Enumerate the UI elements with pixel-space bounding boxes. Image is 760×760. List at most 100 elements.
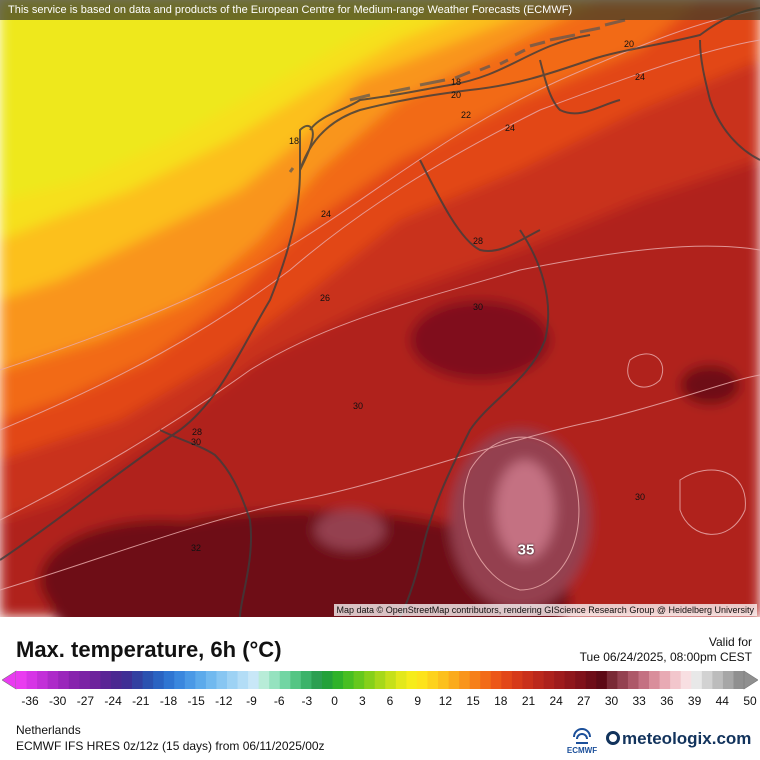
scale-cell <box>448 671 460 689</box>
isotherm-label: 26 <box>319 293 331 303</box>
map-canvas <box>0 0 760 617</box>
brand-text: meteologix.com <box>622 729 752 748</box>
color-scale-ticks: -36 -30 -27 -24 -21 -18 -15 -12 -9 -6 -3 0 3 6 9 12 15 18… <box>0 694 760 710</box>
scale-cell <box>406 671 418 689</box>
scale-cell <box>638 671 650 689</box>
scale-tick-label: -30 <box>49 694 67 708</box>
scale-cell <box>153 671 165 689</box>
scale-cell <box>617 671 629 689</box>
scale-cell <box>58 671 70 689</box>
scale-tick-label: 39 <box>687 694 702 708</box>
scale-cell <box>364 671 376 689</box>
scale-cell <box>227 671 238 689</box>
scale-cell <box>248 671 260 689</box>
scale-cell <box>16 671 27 689</box>
isotherm-lines <box>0 9 760 591</box>
scale-tick-label: 12 <box>438 694 453 708</box>
scale-cell <box>258 671 270 689</box>
scale-cell <box>606 671 618 689</box>
scale-tick-label: 6 <box>386 694 394 708</box>
scale-cell <box>564 671 576 689</box>
scale-tick-label: 50 <box>743 694 757 708</box>
scale-cell <box>132 671 144 689</box>
scale-tick-label: 9 <box>414 694 422 708</box>
color-scale-bar <box>2 670 758 690</box>
scale-cell <box>416 671 428 689</box>
scale-cell <box>385 671 397 689</box>
scale-cell <box>300 671 312 689</box>
scale-cell <box>47 671 59 689</box>
isotherm-label: 28 <box>472 236 484 246</box>
scale-tick-label: 27 <box>577 694 591 708</box>
scale-tick-label: 0 <box>331 694 338 708</box>
scale-cell <box>121 671 133 689</box>
scale-cell <box>596 671 608 689</box>
temperature-map[interactable]: This service is based on data and produc… <box>0 0 760 617</box>
islands <box>288 18 626 173</box>
isotherm-label: 20 <box>623 39 635 49</box>
scale-cell <box>427 671 439 689</box>
scale-cell <box>459 671 471 689</box>
scale-tick-label: -15 <box>187 694 205 708</box>
meteologix-icon <box>606 731 620 745</box>
scale-cell <box>543 671 555 689</box>
scale-tick-label: 33 <box>632 694 646 708</box>
scale-cell <box>554 671 566 689</box>
scale-cell <box>174 671 186 689</box>
scale-tick-label: -21 <box>132 694 150 708</box>
scale-cell <box>680 671 692 689</box>
scale-tick-label: 15 <box>466 694 480 708</box>
page-title: Max. temperature, 6h (°C) <box>16 637 282 662</box>
model-info: ECMWF IFS HRES 0z/12z (15 days) from 06/… <box>16 739 325 753</box>
isotherm-label: 30 <box>634 492 646 502</box>
scale-cell <box>649 671 660 689</box>
scale-cell <box>712 671 724 689</box>
scale-cell <box>100 671 112 689</box>
scale-cell <box>110 671 122 689</box>
scale-cell <box>701 671 713 689</box>
scale-cell <box>511 671 523 689</box>
scale-tick-label: 18 <box>494 694 508 708</box>
scale-tick-label: 21 <box>521 694 536 708</box>
scale-tick-label: 36 <box>660 694 674 708</box>
scale-cell <box>575 671 587 689</box>
ecmwf-logo[interactable]: ECMWF <box>562 727 602 757</box>
scale-cell <box>79 671 91 689</box>
scale-tick-label: -9 <box>246 694 257 708</box>
scale-cell <box>89 671 101 689</box>
scale-tick-label: 30 <box>604 694 619 708</box>
scale-cell <box>522 671 534 689</box>
scale-cell <box>37 671 49 689</box>
scale-cell <box>184 671 196 689</box>
scale-cell <box>311 671 323 689</box>
region-label: Netherlands <box>16 723 81 737</box>
scale-tick-label: -6 <box>273 694 285 708</box>
isotherm-label: 24 <box>320 209 332 219</box>
isotherm-label: 30 <box>472 302 484 312</box>
scale-cells <box>16 671 745 689</box>
scale-cell <box>659 671 671 689</box>
scale-tick-label: -27 <box>76 694 95 708</box>
ecmwf-logo-text: ECMWF <box>566 746 598 755</box>
isotherm-label: 24 <box>634 72 646 82</box>
scale-cell <box>733 671 745 689</box>
scale-cell <box>332 671 344 689</box>
scale-cell <box>321 671 333 689</box>
scale-cell <box>343 671 355 689</box>
scale-cell <box>26 671 38 689</box>
scale-tick-label: -3 <box>301 694 313 708</box>
isotherm-label: 28 <box>191 427 203 437</box>
isotherm-label: 20 <box>450 90 462 100</box>
scale-cell <box>501 671 513 689</box>
scale-cell <box>395 671 407 689</box>
scale-cell <box>237 671 249 689</box>
meteologix-logo[interactable]: meteologix.com <box>606 729 751 749</box>
isotherm-label: 30 <box>190 437 202 447</box>
scale-cell <box>353 671 365 689</box>
scale-cell <box>142 671 154 689</box>
ecmwf-icon <box>573 728 591 744</box>
isotherm-label: 22 <box>460 110 472 120</box>
scale-cell <box>163 671 175 689</box>
scale-cell <box>269 671 281 689</box>
scale-tick-label: -36 <box>21 694 39 708</box>
